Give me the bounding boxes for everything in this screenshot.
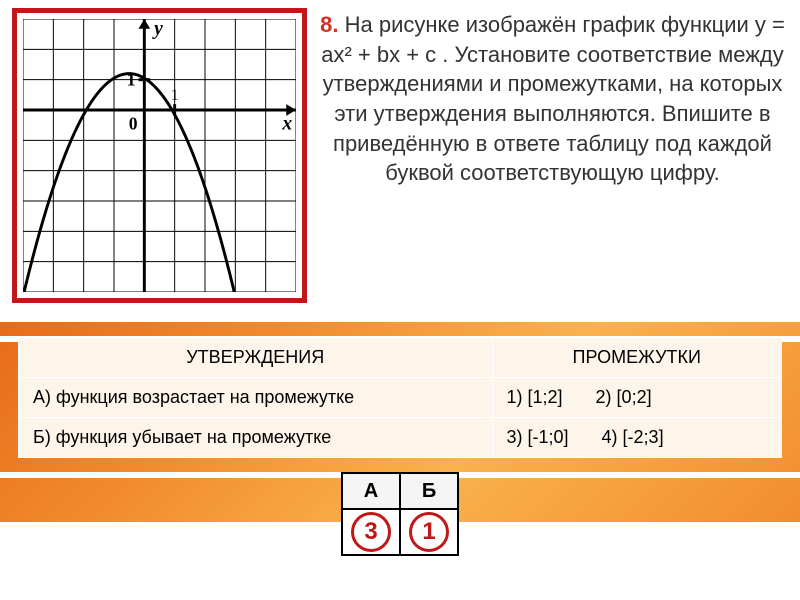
svg-text:x: x — [281, 114, 292, 135]
svg-text:y: y — [152, 19, 163, 40]
header-statements: УТВЕРЖДЕНИЯ — [19, 338, 493, 378]
answer-table: А Б 3 1 — [341, 472, 459, 556]
svg-text:1: 1 — [127, 70, 136, 90]
answer-circle-a: 3 — [351, 512, 391, 552]
question-number: 8. — [320, 12, 338, 37]
answer-col-b: Б — [400, 473, 458, 509]
svg-text:1: 1 — [171, 87, 179, 104]
graph-frame: y x 0 1 1 — [12, 8, 307, 303]
answer-circle-b: 1 — [409, 512, 449, 552]
statement-b: Б) функция убывает на промежутке — [19, 418, 493, 458]
opt-4: 4) [-2;3] — [602, 427, 664, 447]
opt-1: 1) [1;2] — [507, 387, 563, 407]
svg-text:0: 0 — [129, 114, 138, 134]
answer-cell-b: 1 — [400, 509, 458, 555]
opt-2: 2) [0;2] — [596, 387, 652, 407]
answer-cell-a: 3 — [342, 509, 400, 555]
question-body: На рисунке изображён график функции y = … — [321, 12, 785, 185]
graph-svg: y x 0 1 1 — [23, 19, 296, 292]
statement-a: А) функция возрастает на промежутке — [19, 378, 493, 418]
intervals-row1: 1) [1;2] 2) [0;2] — [492, 378, 782, 418]
question-text: 8. На рисунке изображён график функции y… — [317, 8, 788, 303]
answer-col-a: А — [342, 473, 400, 509]
header-intervals: ПРОМЕЖУТКИ — [492, 338, 782, 378]
statements-table: УТВЕРЖДЕНИЯ ПРОМЕЖУТКИ А) функция возрас… — [18, 337, 782, 458]
intervals-row2: 3) [-1;0] 4) [-2;3] — [492, 418, 782, 458]
opt-3: 3) [-1;0] — [507, 427, 569, 447]
